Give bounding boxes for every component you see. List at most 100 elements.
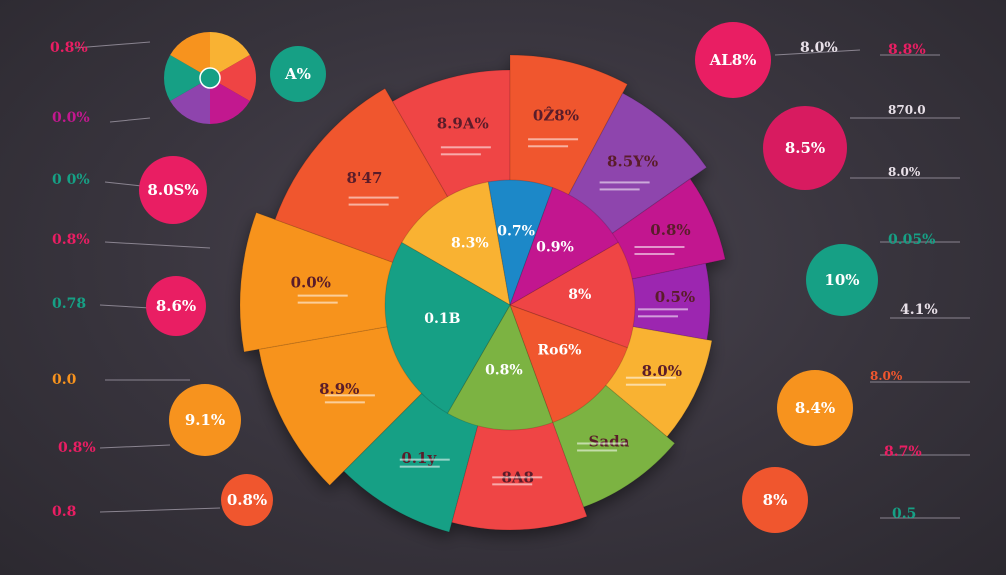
slice-caption-line [440, 146, 491, 149]
side-label-text: 0.8% [52, 232, 90, 248]
left-annotations: 0.8% 0.0% 0 0% 0.8% 0.78 0.0 0.8% 0.8 [50, 40, 221, 520]
bubble-circle [695, 22, 771, 98]
slice-caption-line [599, 181, 650, 184]
side-label-left: 0.8% [52, 232, 211, 249]
side-label-text: 0.78 [52, 296, 86, 312]
bubble-callouts: A% 8.0S% 8.6% 9.1% 0.8% AL8% 8.5% 10% 8.4% 8% [139, 22, 878, 533]
slice-label: 0.8% [650, 221, 690, 239]
slice-caption-line [348, 196, 399, 199]
bubble-label: 8.6% [156, 297, 196, 315]
bubble-label: 8% [763, 491, 788, 509]
slice-caption-line [599, 188, 640, 191]
side-label-right: 4.1% [890, 302, 970, 319]
bubble-circle [742, 467, 808, 533]
side-label-right: 8.0% [774, 40, 861, 56]
connector-line [99, 507, 221, 513]
slice-caption-line [324, 401, 365, 404]
pie-slice-inner [509, 186, 619, 307]
slice-label: 0.0% [291, 274, 331, 292]
pie-slice-inner [384, 241, 511, 414]
inner-slice-label: Ro6% [537, 342, 581, 358]
side-label-text: 0.05% [888, 232, 935, 248]
side-label-text: 8.0% [870, 369, 903, 383]
bubble: 0.8% [221, 474, 273, 526]
slice-label: 8.9A% [437, 115, 489, 133]
connector-line [99, 444, 171, 449]
slice-caption-line [625, 383, 666, 386]
slice-caption-line [440, 153, 481, 156]
mini-pie-slice [210, 55, 256, 101]
bubble-circle [169, 384, 241, 456]
inner-slice-label: 0.1B [424, 311, 460, 327]
bubble-label: A% [284, 65, 311, 83]
side-label-text: 8.0% [800, 40, 838, 56]
main-pie-chart: 8.9A% 0Ẑ8%8.5Y%0.8%0.5%8.0%Sada8A80.1y8.9… [239, 54, 726, 533]
side-label-text: 0 0% [52, 172, 90, 188]
bubble-label: 8.5% [785, 139, 825, 157]
connector-line [109, 117, 151, 123]
bubble: A% [270, 46, 326, 102]
connector-line [774, 49, 861, 56]
side-label-text: 8.0% [888, 165, 921, 179]
connector-line [74, 41, 151, 49]
mini-pie-slice [210, 78, 250, 124]
slice-caption-line [528, 138, 579, 141]
slice-label: 8'47 [346, 169, 382, 187]
bubble: 8% [742, 467, 808, 533]
slice-caption-line [297, 294, 348, 297]
bubble-circle [270, 46, 326, 102]
slice-caption-line [577, 442, 628, 445]
side-label-left: 0.8% [50, 40, 151, 56]
pie-slice-inner [446, 303, 554, 431]
connector-line [104, 241, 211, 249]
slice-caption-line [625, 376, 676, 379]
side-label-left: 0.0 [52, 372, 190, 388]
bubble-circle [806, 244, 878, 316]
pie-slice-inner [509, 304, 629, 424]
side-label-right: 870.0 [850, 103, 960, 119]
bubble-circle [146, 276, 206, 336]
side-label-text: 8.7% [884, 444, 922, 460]
side-label-left: 0.8 [52, 504, 221, 520]
slice-label: 0.1y [401, 449, 437, 467]
slice-caption-line [348, 203, 389, 206]
side-label-text: 8.8% [888, 42, 926, 58]
side-label-right: 8.0% [870, 369, 970, 383]
side-label-text: 0.0 [52, 372, 77, 388]
mini-pie-slice [210, 32, 250, 78]
bubble: AL8% [695, 22, 771, 98]
inner-slice-label: 0.9% [536, 239, 574, 255]
side-label-right: 0.05% [880, 232, 960, 248]
mini-pie-slice [170, 32, 210, 78]
side-label-text: 0.8% [58, 440, 96, 456]
bubble-label: 8.4% [795, 399, 835, 417]
slice-label: 8.9% [319, 380, 359, 398]
slice-label: 8.5Y% [607, 152, 658, 170]
bubble-circle [221, 474, 273, 526]
bubble-label: 8.0S% [147, 181, 198, 199]
inner-slice-label: 0.8% [485, 363, 523, 379]
side-label-text: 870.0 [888, 103, 926, 117]
mini-pie-slice [170, 78, 210, 124]
slice-label: 0Ẑ8% [533, 107, 579, 125]
slice-caption-line [634, 246, 685, 249]
slice-caption-line [528, 145, 569, 148]
inner-slice-label: 8% [568, 287, 591, 303]
side-label-left: 0.0% [52, 110, 151, 126]
bubble-circle [763, 106, 847, 190]
side-label-text: 4.1% [900, 302, 938, 318]
bubble: 9.1% [169, 384, 241, 456]
slice-label: 8.0% [642, 362, 682, 380]
side-label-left: 0.78 [52, 296, 151, 312]
connector-line [99, 304, 151, 309]
bubble-circle [139, 156, 207, 224]
side-label-right: 8.7% [880, 444, 970, 460]
slice-caption-line [399, 465, 440, 468]
pie-slice-inner [401, 181, 511, 306]
bubble: 8.0S% [139, 156, 207, 224]
side-label-text: 0.8 [52, 504, 76, 520]
side-label-text: 0.5 [892, 506, 916, 522]
side-label-right: 8.0% [850, 165, 960, 179]
mini-pie-center [199, 67, 221, 89]
